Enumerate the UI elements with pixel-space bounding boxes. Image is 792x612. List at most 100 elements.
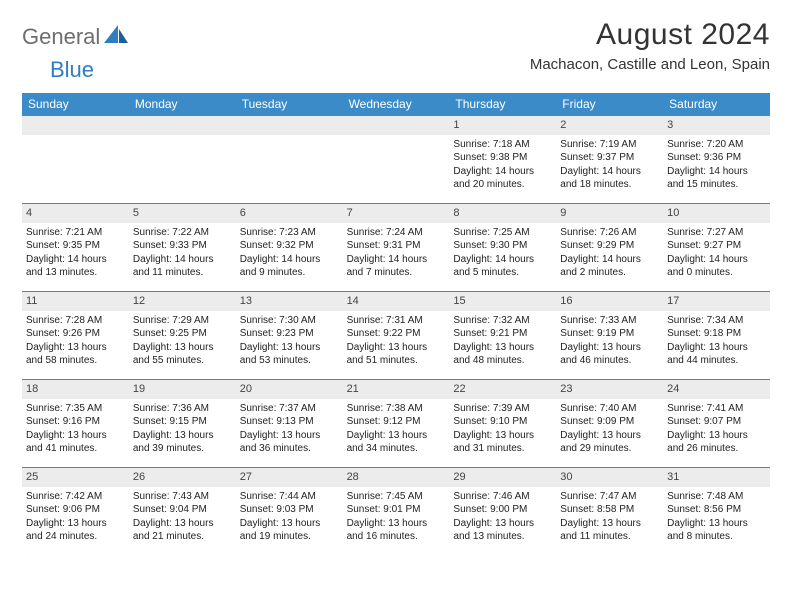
daylight-text: Daylight: 13 hours and 16 minutes. (347, 517, 446, 544)
sunset-text: Sunset: 9:18 PM (667, 327, 766, 341)
daylight-text: Daylight: 13 hours and 44 minutes. (667, 341, 766, 368)
sunrise-text: Sunrise: 7:21 AM (26, 226, 125, 240)
sunset-text: Sunset: 9:36 PM (667, 151, 766, 165)
daylight-text: Daylight: 13 hours and 8 minutes. (667, 517, 766, 544)
day-number: 19 (129, 380, 236, 399)
daylight-text: Daylight: 13 hours and 58 minutes. (26, 341, 125, 368)
calendar-grid: 1Sunrise: 7:18 AMSunset: 9:38 PMDaylight… (22, 115, 770, 555)
sunrise-text: Sunrise: 7:33 AM (560, 314, 659, 328)
sunset-text: Sunset: 9:10 PM (453, 415, 552, 429)
day-number: 9 (556, 204, 663, 223)
sunset-text: Sunset: 8:58 PM (560, 503, 659, 517)
day-number: 10 (663, 204, 770, 223)
sunset-text: Sunset: 9:29 PM (560, 239, 659, 253)
sunset-text: Sunset: 9:32 PM (240, 239, 339, 253)
day-number: 4 (22, 204, 129, 223)
day-cell: 12Sunrise: 7:29 AMSunset: 9:25 PMDayligh… (129, 291, 236, 379)
day-number: 2 (556, 116, 663, 135)
day-number: 8 (449, 204, 556, 223)
daylight-text: Daylight: 13 hours and 11 minutes. (560, 517, 659, 544)
sunrise-text: Sunrise: 7:19 AM (560, 138, 659, 152)
sunrise-text: Sunrise: 7:36 AM (133, 402, 232, 416)
day-cell: 29Sunrise: 7:46 AMSunset: 9:00 PMDayligh… (449, 467, 556, 555)
sunrise-text: Sunrise: 7:45 AM (347, 490, 446, 504)
day-cell: 27Sunrise: 7:44 AMSunset: 9:03 PMDayligh… (236, 467, 343, 555)
daylight-text: Daylight: 13 hours and 31 minutes. (453, 429, 552, 456)
daylight-text: Daylight: 14 hours and 2 minutes. (560, 253, 659, 280)
day-number: 6 (236, 204, 343, 223)
sunset-text: Sunset: 9:27 PM (667, 239, 766, 253)
sunrise-text: Sunrise: 7:22 AM (133, 226, 232, 240)
daylight-text: Daylight: 13 hours and 21 minutes. (133, 517, 232, 544)
daylight-text: Daylight: 14 hours and 0 minutes. (667, 253, 766, 280)
daylight-text: Daylight: 13 hours and 19 minutes. (240, 517, 339, 544)
sunset-text: Sunset: 9:38 PM (453, 151, 552, 165)
calendar: SundayMondayTuesdayWednesdayThursdayFrid… (22, 93, 770, 555)
sunrise-text: Sunrise: 7:48 AM (667, 490, 766, 504)
sunrise-text: Sunrise: 7:25 AM (453, 226, 552, 240)
day-cell: 15Sunrise: 7:32 AMSunset: 9:21 PMDayligh… (449, 291, 556, 379)
day-number: 14 (343, 292, 450, 311)
location-text: Machacon, Castille and Leon, Spain (530, 56, 770, 73)
day-cell: 23Sunrise: 7:40 AMSunset: 9:09 PMDayligh… (556, 379, 663, 467)
sunset-text: Sunset: 9:00 PM (453, 503, 552, 517)
daylight-text: Daylight: 14 hours and 9 minutes. (240, 253, 339, 280)
sunset-text: Sunset: 9:19 PM (560, 327, 659, 341)
weekday-friday: Friday (556, 93, 663, 115)
day-number: 13 (236, 292, 343, 311)
day-cell: 26 Sunrise: 7:43 AMSunset: 9:04 PMDayligh… (129, 467, 236, 555)
sunset-text: Sunset: 9:26 PM (26, 327, 125, 341)
sunset-text: Sunset: 9:04 PM (133, 503, 232, 517)
sunset-text: Sunset: 9:23 PM (240, 327, 339, 341)
day-number: 5 (129, 204, 236, 223)
day-cell: 16Sunrise: 7:33 AMSunset: 9:19 PMDayligh… (556, 291, 663, 379)
sunrise-text: Sunrise: 7:41 AM (667, 402, 766, 416)
day-cell: 17Sunrise: 7:34 AMSunset: 9:18 PMDayligh… (663, 291, 770, 379)
day-number: 21 (343, 380, 450, 399)
sunrise-text: Sunrise: 7:40 AM (560, 402, 659, 416)
weekday-thursday: Thursday (449, 93, 556, 115)
day-cell: 3Sunrise: 7:20 AMSunset: 9:36 PMDaylight… (663, 115, 770, 203)
day-cell: 20Sunrise: 7:37 AMSunset: 9:13 PMDayligh… (236, 379, 343, 467)
empty-cell (236, 115, 343, 203)
day-number: 27 (236, 468, 343, 487)
sunset-text: Sunset: 9:01 PM (347, 503, 446, 517)
day-cell: 11Sunrise: 7:28 AMSunset: 9:26 PMDayligh… (22, 291, 129, 379)
sunrise-text: Sunrise: 7:29 AM (133, 314, 232, 328)
empty-cell (22, 115, 129, 203)
day-cell: 30Sunrise: 7:47 AMSunset: 8:58 PMDayligh… (556, 467, 663, 555)
sunrise-text: Sunrise: 7:37 AM (240, 402, 339, 416)
sunrise-text: Sunrise: 7:32 AM (453, 314, 552, 328)
day-number: 22 (449, 380, 556, 399)
sunset-text: Sunset: 9:15 PM (133, 415, 232, 429)
day-number: 16 (556, 292, 663, 311)
daylight-text: Daylight: 13 hours and 39 minutes. (133, 429, 232, 456)
daylight-text: Daylight: 14 hours and 13 minutes. (26, 253, 125, 280)
daylight-text: Daylight: 14 hours and 11 minutes. (133, 253, 232, 280)
day-cell: 13Sunrise: 7:30 AMSunset: 9:23 PMDayligh… (236, 291, 343, 379)
daylight-text: Daylight: 13 hours and 13 minutes. (453, 517, 552, 544)
day-number: 18 (22, 380, 129, 399)
sunrise-text: Sunrise: 7:35 AM (26, 402, 125, 416)
daylight-text: Daylight: 14 hours and 15 minutes. (667, 165, 766, 192)
daylight-text: Daylight: 13 hours and 53 minutes. (240, 341, 339, 368)
sunrise-text: Sunrise: 7:43 AM (133, 490, 232, 504)
sunset-text: Sunset: 9:21 PM (453, 327, 552, 341)
daylight-text: Daylight: 13 hours and 34 minutes. (347, 429, 446, 456)
sunrise-text: Sunrise: 7:27 AM (667, 226, 766, 240)
sunrise-text: Sunrise: 7:20 AM (667, 138, 766, 152)
day-number: 29 (449, 468, 556, 487)
day-cell: 7Sunrise: 7:24 AMSunset: 9:31 PMDaylight… (343, 203, 450, 291)
day-cell: 4Sunrise: 7:21 AMSunset: 9:35 PMDaylight… (22, 203, 129, 291)
sunrise-text: Sunrise: 7:39 AM (453, 402, 552, 416)
day-cell: 19 Sunrise: 7:36 AMSunset: 9:15 PMDayligh… (129, 379, 236, 467)
day-cell: 24Sunrise: 7:41 AMSunset: 9:07 PMDayligh… (663, 379, 770, 467)
day-number: 12 (129, 292, 236, 311)
daylight-text: Daylight: 14 hours and 5 minutes. (453, 253, 552, 280)
sunset-text: Sunset: 9:03 PM (240, 503, 339, 517)
daylight-text: Daylight: 13 hours and 36 minutes. (240, 429, 339, 456)
day-number: 23 (556, 380, 663, 399)
daylight-text: Daylight: 14 hours and 7 minutes. (347, 253, 446, 280)
sunset-text: Sunset: 9:07 PM (667, 415, 766, 429)
day-number: 26 (129, 468, 236, 487)
